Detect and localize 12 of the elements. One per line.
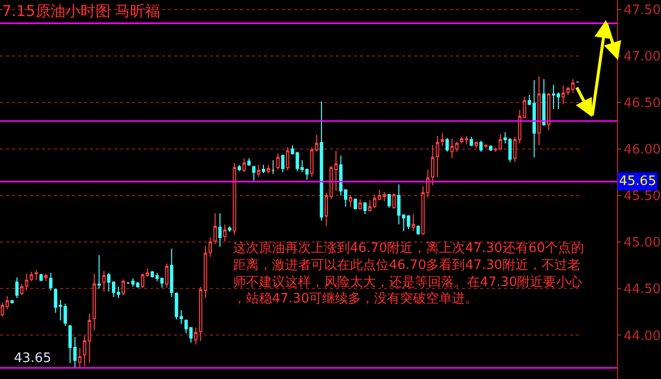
- annotation: 43.65: [14, 351, 52, 366]
- y-tick-label: 45.50: [624, 189, 661, 204]
- y-tick-label: 44.00: [624, 328, 661, 344]
- y-tick-label: 46.00: [624, 142, 661, 158]
- y-tick-label: 46.50: [624, 96, 661, 111]
- ref-line-label: 45.65: [619, 174, 656, 189]
- y-tick-label: 47.50: [624, 2, 661, 18]
- y-tick-label: 44.50: [624, 282, 661, 298]
- chart-title: 7.15原油小时图 马昕福: [2, 2, 160, 20]
- y-tick-label: 47.00: [624, 49, 661, 64]
- annotation: 这次原油再次上涨到46.70附近，离上次47.30还有60个点的距离，激进者可以在此点位46.70多看到47.30附近，不过老师不建议这样，风险太大，还是等回落。在47.30附近要小心，站稳47.30可继续多，没有突破空单进。: [233, 240, 584, 307]
- y-tick-label: 45.00: [624, 236, 661, 251]
